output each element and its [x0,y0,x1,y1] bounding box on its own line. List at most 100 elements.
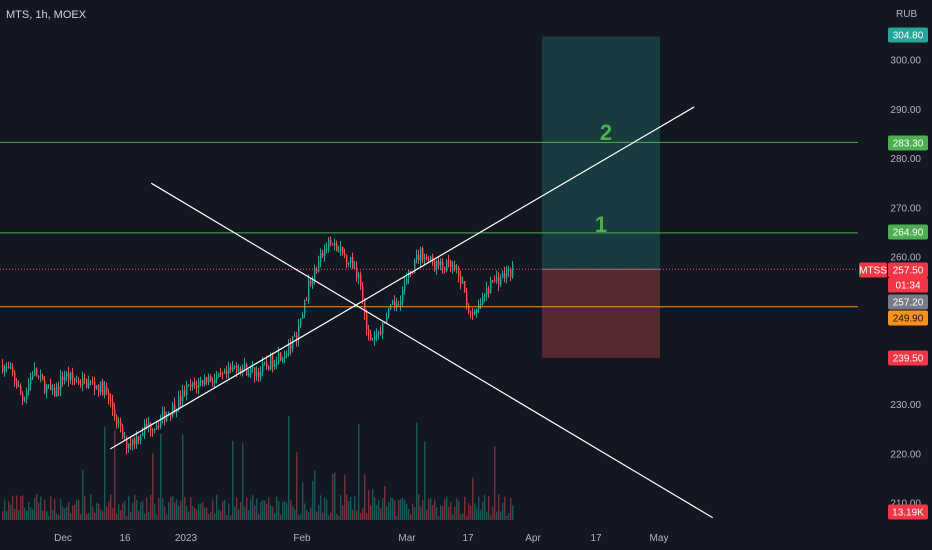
candle-body [96,385,98,389]
volume-bar [266,503,268,520]
candle-body [488,288,490,294]
candle-body [116,415,118,424]
volume-bar [6,510,8,520]
volume-bar [110,494,112,520]
volume-bar [260,502,262,520]
candle-body [404,283,406,290]
volume-bar [378,499,380,520]
volume-bar [360,513,362,520]
candlesticks [2,236,514,455]
volume-bar [222,500,224,520]
candle-body [170,413,172,416]
horizontal-levels[interactable] [0,141,858,308]
candle-body [360,274,362,287]
candle-body [294,335,296,337]
candle-body [358,274,360,278]
candle-body [312,280,314,285]
volume-bar [102,510,104,520]
candle-body [484,295,486,297]
candle-body [162,411,164,420]
candle-body [108,392,110,400]
candle-body [200,380,202,382]
candle-body [198,381,200,389]
volume-bar [34,497,36,520]
volume-bar [298,514,300,520]
volume-bar [356,510,358,520]
price-tag: 304.80 [888,27,928,43]
trend-lines[interactable] [110,106,714,519]
y-tick-label: 300.00 [890,56,921,67]
candle-body [18,386,20,388]
volume-bar [470,506,472,520]
volume-bar [492,506,494,520]
volume-bar [368,490,370,520]
candle-body [6,366,8,368]
volume-bar [390,497,392,520]
stop-zone [542,269,660,358]
candle-body [454,264,456,270]
candle-body [136,436,138,445]
candle-body [188,384,190,386]
candle-body [236,366,238,372]
x-tick-label: May [650,533,669,544]
volume-bar [258,514,260,520]
candle-body [374,336,376,340]
volume-bar [138,511,140,520]
candle-body [384,322,386,324]
volume-bar [178,505,180,520]
candle-body [206,377,208,382]
candle-body [154,428,156,431]
candle-body [224,370,226,374]
candle-body [332,243,334,246]
candle-body [28,384,30,392]
volume-bar [194,507,196,520]
candle-body [300,318,302,326]
volume-bar [376,504,378,520]
volume-bar [496,511,498,520]
candle-body [84,377,86,380]
candle-body [184,390,186,395]
volume-bar [502,502,504,520]
trend-line [110,106,695,450]
candle-body [492,280,494,282]
candle-body [86,379,88,388]
price-tag-label: 257.20 [893,298,924,309]
candle-body [500,278,502,285]
candle-body [458,268,460,277]
price-tag-label: 264.90 [893,228,924,239]
trend-line [150,182,714,519]
candle-body [348,262,350,264]
candle-body [40,375,42,377]
candle-body [388,308,390,317]
volume-bar [256,498,258,520]
candle-body [42,375,44,381]
volume-bar [52,510,54,520]
candle-body [310,280,312,285]
volume-bar [76,499,78,520]
candle-body [226,370,228,374]
candle-body [194,382,196,386]
candle-body [196,385,198,389]
candle-body [448,260,450,262]
price-tag-bg [888,350,928,366]
candle-body [30,377,32,385]
volume-bar [440,505,442,520]
volume-bar [250,499,252,520]
time-axis[interactable]: Dec 16 2023 Feb Mar 17 Apr 17 May [54,533,668,544]
volume-bar [28,502,30,520]
candle-body [54,387,56,397]
volume-bar [224,499,226,520]
volume-bar [156,514,158,520]
position-zones[interactable]: 21 [542,36,660,358]
volume-bar [500,511,502,520]
candle-body [474,311,476,315]
volume-bar [108,501,110,520]
zone-label-2: 2 [600,120,612,145]
candle-body [124,437,126,439]
x-tick-label: Dec [54,533,72,544]
volume-bar [332,474,334,520]
volume-bar [400,499,402,520]
volume-bar [364,474,366,520]
candle-body [364,298,366,314]
